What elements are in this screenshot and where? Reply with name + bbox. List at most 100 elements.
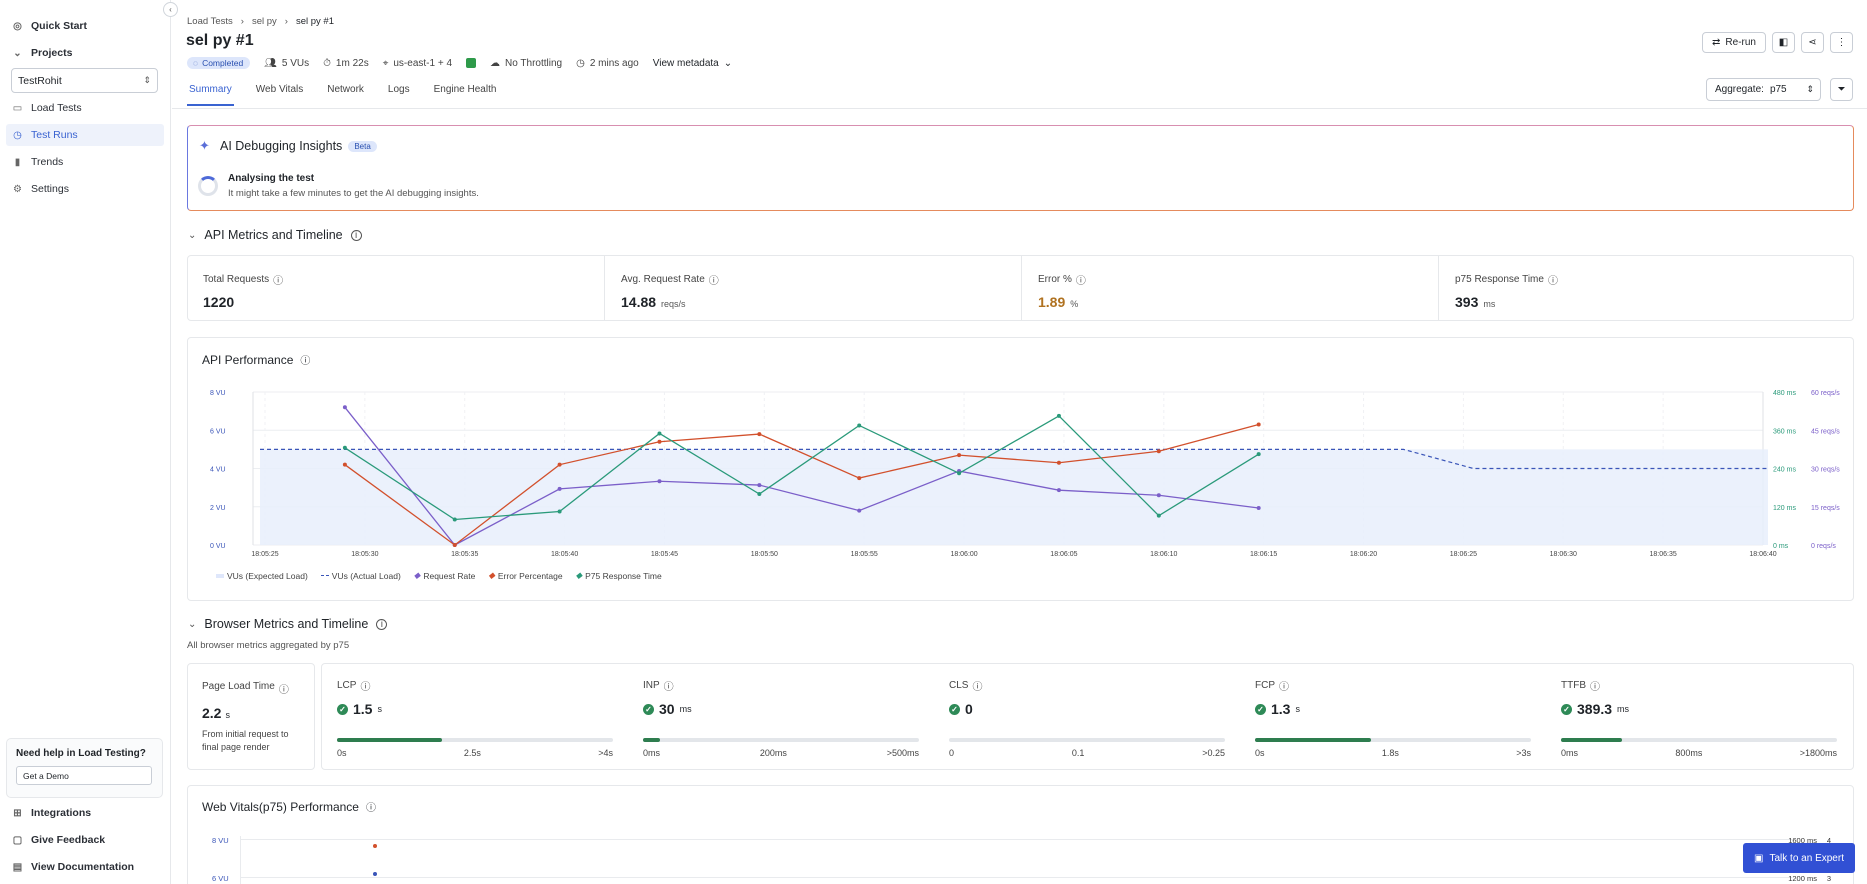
- metric-label: Avg. Request Rate: [621, 274, 705, 285]
- legend-label: VUs (Expected Load): [227, 570, 308, 581]
- info-icon[interactable]: ⓘ: [360, 682, 371, 693]
- meta-region[interactable]: ⌖ us-east-1 + 4: [383, 58, 452, 69]
- legend-expected[interactable]: VUs (Expected Load): [216, 570, 308, 581]
- info-icon[interactable]: ⓘ: [1279, 682, 1289, 693]
- p75-response-point: [857, 423, 862, 428]
- vital-ticks: 0ms 800ms >1800ms: [1561, 748, 1837, 758]
- x-tick: 18:06:40: [1749, 551, 1776, 558]
- tab-engine-health[interactable]: Engine Health: [433, 84, 497, 95]
- updown-icon: ⇕: [1806, 84, 1814, 94]
- tab-logs[interactable]: Logs: [387, 84, 410, 95]
- wv-right2-tick: 4: [1826, 836, 1831, 845]
- book-icon: ▤: [12, 861, 23, 873]
- info-icon[interactable]: ⓘ: [972, 682, 983, 693]
- sidebar-item-load-tests[interactable]: ▭ Load Tests: [6, 97, 164, 119]
- vital-tick: >0.25: [1202, 748, 1225, 758]
- breadcrumb-sel-py[interactable]: sel py: [251, 16, 277, 27]
- ai-insights-title: AI Debugging Insights Beta: [220, 139, 377, 153]
- plug-icon: ⊞: [13, 807, 22, 819]
- error-percentage-point: [757, 432, 762, 437]
- get-demo-button[interactable]: Get a Demo: [16, 766, 152, 785]
- metric-unit: reqs/s: [661, 299, 686, 309]
- tab-summary[interactable]: Summary: [187, 80, 234, 106]
- sidebar-item-settings[interactable]: ⚙ Settings: [6, 178, 164, 200]
- metric-value: 393: [1455, 294, 1479, 310]
- tab-web-vitals[interactable]: Web Vitals: [255, 84, 304, 95]
- sidebar-item-test-runs[interactable]: ◷ Test Runs: [6, 124, 164, 146]
- info-icon[interactable]: ⓘ: [300, 356, 311, 367]
- sidebar-item-integrations[interactable]: ⊞ Integrations: [6, 802, 164, 824]
- legend-label: Request Rate: [423, 570, 476, 581]
- legend-label: P75 Response Time: [585, 570, 662, 581]
- vital-value: 1.5: [353, 701, 373, 717]
- info-icon[interactable]: ⓘ: [708, 276, 719, 287]
- info-icon[interactable]: ⓘ: [1590, 682, 1600, 693]
- metric-label: p75 Response Time: [1455, 274, 1544, 285]
- aggregate-select[interactable]: Aggregate: p75 ⇕: [1706, 78, 1821, 101]
- x-tick: 18:05:50: [751, 551, 778, 558]
- info-icon[interactable]: ⓘ: [273, 276, 284, 287]
- sidebar-item-documentation[interactable]: ▤ View Documentation: [6, 856, 164, 878]
- meta-vus-label: 5 VUs: [281, 57, 310, 69]
- share-button[interactable]: ⋖: [1801, 32, 1824, 53]
- clock-icon: ◷: [13, 129, 22, 141]
- p75-response-point: [342, 445, 347, 450]
- meta-throttling: ☁︎ No Throttling: [490, 58, 562, 69]
- info-icon[interactable]: ⓘ: [278, 685, 289, 696]
- sidebar-item-label: Settings: [31, 183, 69, 195]
- sidebar-quick-start[interactable]: ◎ Quick Start: [6, 15, 164, 37]
- breadcrumb-load-tests[interactable]: Load Tests: [187, 16, 233, 27]
- timer-icon: ⏱︎: [323, 57, 331, 69]
- folder-icon: ▭: [12, 102, 23, 114]
- x-tick: 18:05:25: [251, 551, 278, 558]
- updown-icon: ⇕: [143, 75, 151, 85]
- wv-grid-line: [240, 839, 1792, 840]
- request-rate-point: [557, 486, 562, 491]
- status-badge-label: Completed: [202, 58, 244, 68]
- api-section-header[interactable]: ⌄ API Metrics and Timeline i: [188, 228, 362, 242]
- page-load-value-row: 2.2 s: [202, 705, 300, 721]
- metric-total-requests: Total Requests ⓘ 1220: [187, 255, 604, 321]
- sidebar-projects-toggle[interactable]: ⌄ Projects: [6, 42, 164, 64]
- collapse-sidebar-button[interactable]: ‹: [163, 2, 178, 17]
- vital-tick: 0.1: [1071, 748, 1085, 758]
- vital-tick: >1800ms: [1799, 748, 1837, 758]
- legend-actual[interactable]: VUs (Actual Load): [320, 570, 401, 581]
- legend-p75[interactable]: ◆ P75 Response Time: [576, 570, 662, 581]
- talk-to-expert-button[interactable]: ▣ Talk to an Expert: [1743, 843, 1855, 873]
- project-select[interactable]: TestRohit ⇕: [11, 68, 158, 93]
- api-performance-card: API Performance ⓘ 0 VU 0 ms 0 reqs/s 2 VU 12…: [187, 337, 1854, 601]
- sidebar-item-feedback[interactable]: ▢ Give Feedback: [6, 829, 164, 851]
- info-icon[interactable]: i: [350, 229, 362, 241]
- ai-note: It might take a few minutes to get the A…: [228, 188, 479, 199]
- more-button[interactable]: ⋮: [1830, 32, 1853, 53]
- vital-ticks: 0 0.1 >0.25: [949, 748, 1225, 758]
- info-icon[interactable]: ⓘ: [1075, 276, 1086, 287]
- vital-bar-fill: [643, 738, 660, 742]
- loading-spinner-icon: [198, 176, 218, 196]
- info-icon[interactable]: ⓘ: [365, 803, 376, 814]
- legend-label: VUs (Actual Load): [331, 570, 401, 581]
- compare-button[interactable]: ◧: [1772, 32, 1795, 53]
- check-circle-icon: ✓: [1561, 703, 1572, 715]
- p75-response-point: [557, 509, 562, 514]
- tab-network[interactable]: Network: [327, 84, 364, 95]
- x-tick: 18:05:40: [551, 551, 578, 558]
- sidebar-item-trends[interactable]: ▮ Trends: [6, 151, 164, 173]
- legend-error[interactable]: ◆ Error Percentage: [488, 570, 562, 581]
- info-icon[interactable]: i: [376, 618, 388, 630]
- info-icon[interactable]: ⓘ: [1547, 276, 1558, 287]
- rerun-button[interactable]: ⇄ Re-run: [1702, 32, 1766, 53]
- browser-section-header[interactable]: ⌄ Browser Metrics and Timeline i: [188, 617, 388, 631]
- x-tick: 18:06:25: [1450, 551, 1477, 558]
- page-load-label: Page Load Time: [202, 681, 275, 692]
- web-vitals-chart-card: Web Vitals(p75) Performance ⓘ 8 VU 6 VU …: [187, 785, 1854, 884]
- legend-dot-icon: ◆: [413, 570, 421, 580]
- filter-button[interactable]: ⏷: [1830, 78, 1853, 101]
- view-metadata-button[interactable]: View metadata ⌄: [653, 58, 732, 69]
- info-icon[interactable]: ⓘ: [663, 682, 674, 693]
- sidebar-item-label: Trends: [31, 156, 64, 168]
- legend-request-rate[interactable]: ◆ Request Rate: [414, 570, 476, 581]
- breadcrumb: Load Tests › sel py › sel py #1: [187, 16, 334, 27]
- request-rate-point: [757, 483, 762, 488]
